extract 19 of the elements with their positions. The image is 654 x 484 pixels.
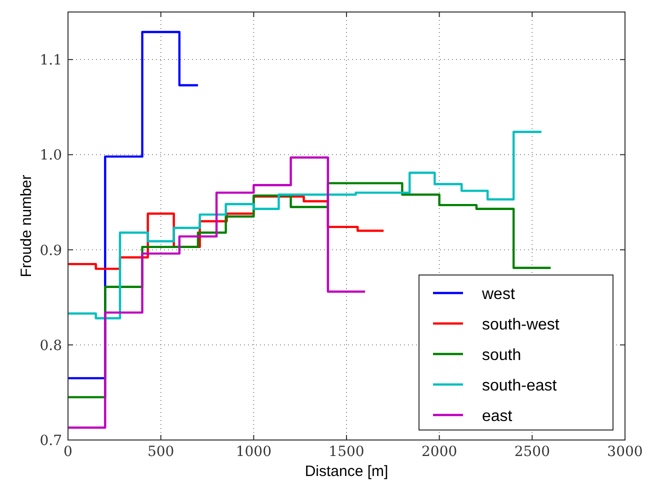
x-tick-label: 2000 — [422, 444, 458, 460]
legend-label: west — [481, 286, 516, 303]
y-axis-title: Froude number — [18, 174, 35, 278]
legend-label: south-west — [482, 316, 560, 334]
legend-label: south-east — [482, 378, 558, 394]
x-tick-label: 3000 — [607, 444, 643, 460]
y-tick-label: 0.8 — [40, 338, 62, 354]
x-tick-label: 0 — [64, 444, 72, 460]
x-tick-label: 2500 — [514, 444, 550, 460]
y-tick-label: 0.7 — [40, 433, 62, 449]
x-tick-label: 1000 — [236, 444, 272, 460]
y-tick-label: 0.9 — [40, 242, 62, 259]
x-tick-label: 500 — [147, 444, 174, 460]
x-tick-label: 1500 — [328, 444, 364, 460]
x-axis-title: Distance [m] — [304, 463, 388, 480]
legend-label: east — [482, 408, 513, 425]
y-tick-label: 1.1 — [40, 52, 62, 69]
legend-label: south — [482, 347, 522, 364]
y-tick-label: 1.0 — [40, 148, 62, 164]
